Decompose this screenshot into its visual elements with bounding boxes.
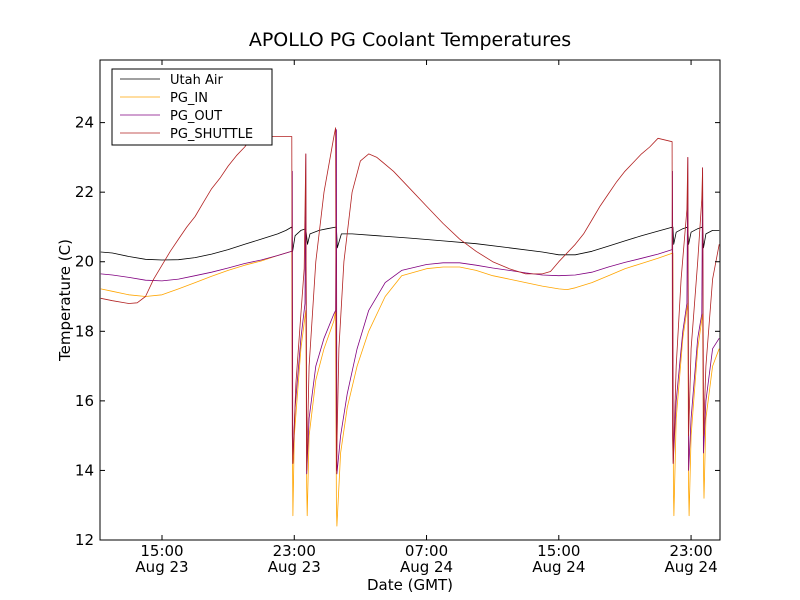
- plot-frame: [99, 59, 721, 541]
- x-tick-label-date: Aug 23: [135, 558, 188, 576]
- y-tick-label: 20: [75, 253, 94, 271]
- legend-label-pg-out: PG_OUT: [170, 109, 222, 124]
- x-tick-label-time: 15:00: [537, 542, 580, 560]
- y-tick-label: 16: [75, 392, 94, 410]
- chart-title: APOLLO PG Coolant Temperatures: [249, 29, 571, 51]
- y-tick-label: 22: [75, 183, 94, 201]
- series-layer: [100, 127, 720, 527]
- x-tick-label-date: Aug 24: [400, 558, 453, 576]
- x-tick-label-time: 15:00: [140, 542, 183, 560]
- legend: Utah Air PG_IN PG_OUT PG_SHUTTLE: [111, 68, 273, 146]
- x-tick-label-time: 23:00: [273, 542, 316, 560]
- legend-label-pg-in: PG_IN: [170, 91, 208, 106]
- series-line-pg-shuttle: [100, 127, 720, 471]
- legend-label-utah-air: Utah Air: [170, 73, 223, 88]
- x-tick-label-time: 23:00: [669, 542, 712, 560]
- x-tick-label-date: Aug 24: [664, 558, 717, 576]
- x-tick-label-date: Aug 23: [268, 558, 321, 576]
- y-tick-label: 24: [75, 114, 94, 132]
- x-tick-label-date: Aug 24: [532, 558, 585, 576]
- x-tick-label-time: 07:00: [405, 542, 448, 560]
- series-line-pg-out: [100, 129, 720, 475]
- y-axis-label: Temperature (C): [56, 239, 74, 362]
- y-tick-label: 12: [75, 531, 94, 549]
- legend-frame: [111, 68, 273, 146]
- x-axis-label: Date (GMT): [367, 576, 453, 594]
- y-tick-label: 14: [75, 461, 94, 479]
- y-tick-label: 18: [75, 322, 94, 340]
- legend-label-pg-shuttle: PG_SHUTTLE: [170, 127, 253, 142]
